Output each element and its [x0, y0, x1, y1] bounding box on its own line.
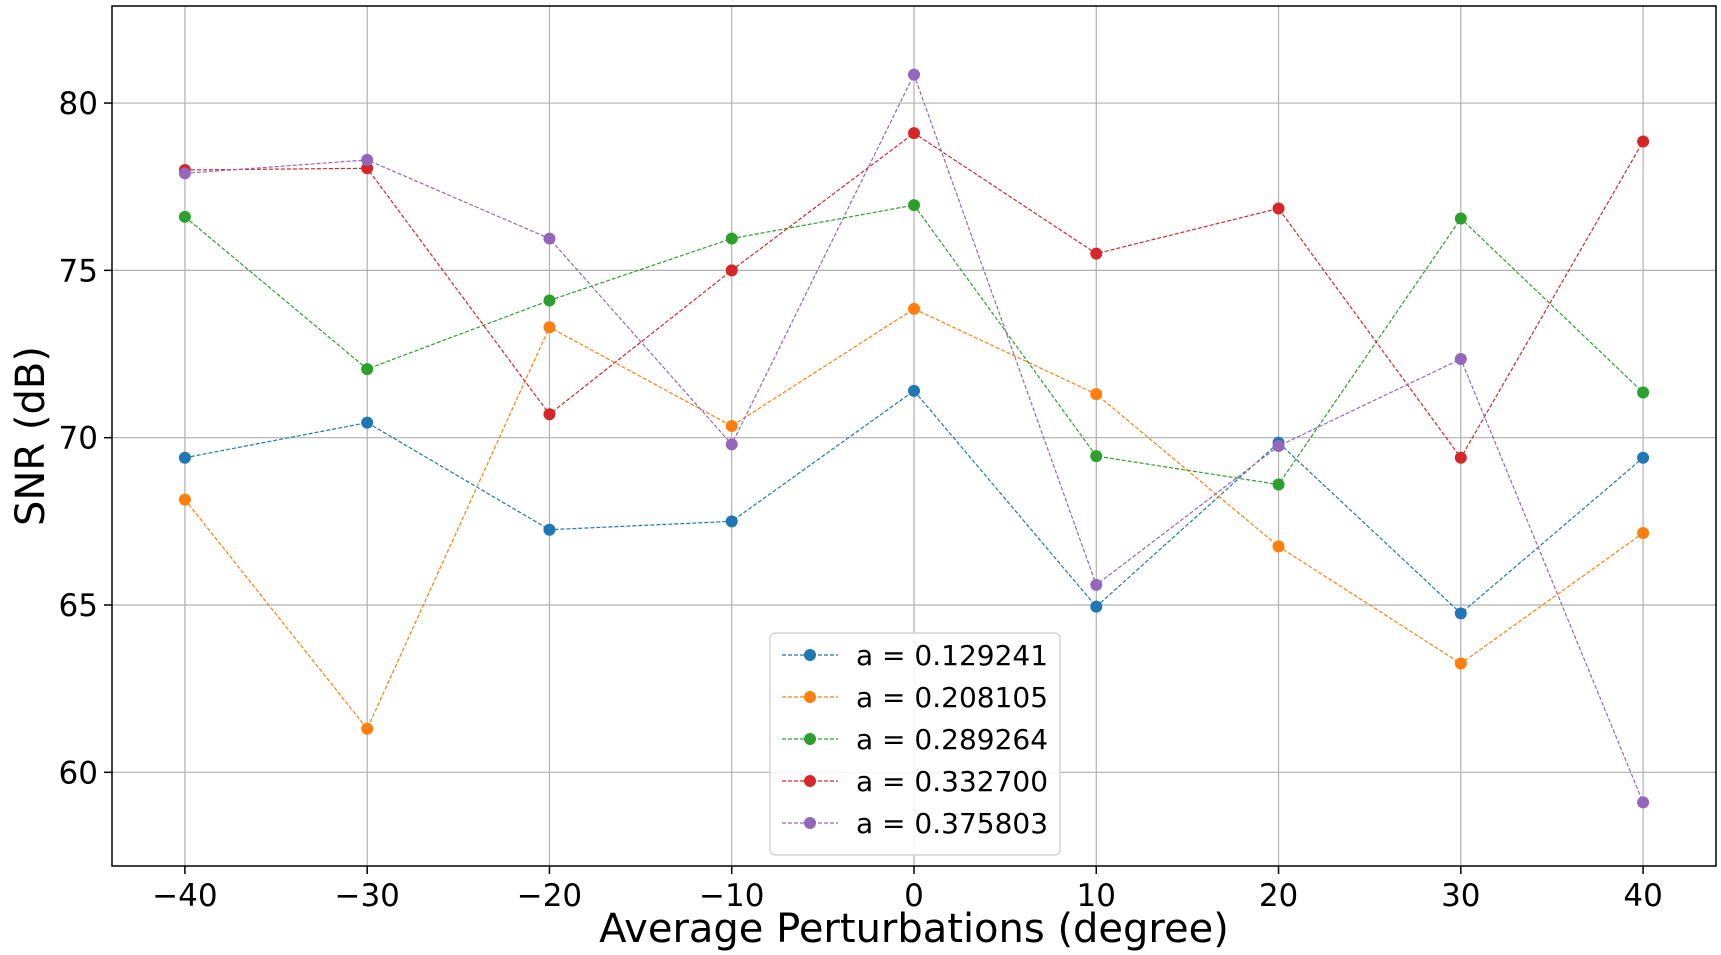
data-point: [543, 321, 556, 334]
x-tick-label: 10: [1077, 878, 1116, 914]
legend-marker: [804, 691, 816, 703]
x-tick-label: −10: [699, 878, 764, 914]
data-point: [725, 232, 738, 245]
data-point: [908, 199, 920, 212]
y-tick-label: 70: [59, 421, 98, 457]
data-point: [1090, 247, 1103, 260]
legend-marker: [804, 649, 816, 661]
grid: [112, 6, 1716, 866]
data-point: [1090, 578, 1103, 591]
data-point: [1454, 657, 1467, 670]
data-point: [1272, 440, 1285, 453]
data-point: [1637, 451, 1650, 464]
series-3: [178, 199, 1650, 491]
series-line: [184, 308, 1644, 730]
legend-label: a = 0.375803: [856, 807, 1048, 840]
series-4: [178, 127, 1650, 464]
data-point: [361, 363, 374, 376]
data-point: [543, 408, 556, 421]
data-point: [1272, 478, 1285, 491]
data-point: [908, 127, 920, 140]
x-tick-label: −30: [334, 878, 399, 914]
legend: a = 0.129241 a = 0.208105 a = 0.289264 a = …: [769, 632, 1061, 856]
legend-label: a = 0.129241: [856, 639, 1048, 672]
data-point: [1637, 796, 1650, 809]
data-point: [178, 493, 191, 506]
series-5: [178, 68, 1650, 809]
data-point: [908, 384, 920, 397]
data-point: [725, 419, 738, 432]
data-point: [1454, 212, 1467, 225]
y-tick-label: 60: [59, 755, 98, 791]
legend-item: a = 0.375803: [782, 807, 1048, 840]
legend-item: a = 0.129241: [782, 639, 1048, 672]
data-point: [725, 438, 738, 451]
y-tick-label: 75: [59, 253, 98, 289]
data-point: [1090, 450, 1103, 463]
x-tick-label: 30: [1441, 878, 1480, 914]
data-point: [1637, 386, 1650, 399]
data-point: [908, 302, 920, 315]
data-point: [1637, 527, 1650, 540]
x-axis-label: Average Perturbations (degree): [599, 906, 1229, 952]
data-point: [1637, 135, 1650, 148]
y-axis-label: SNR (dB): [8, 346, 54, 526]
legend-item: a = 0.289264: [782, 723, 1048, 756]
series-lines: [178, 68, 1650, 809]
data-point: [1272, 540, 1285, 553]
legend-box: [769, 632, 1061, 856]
data-point: [725, 515, 738, 528]
data-point: [361, 153, 374, 166]
x-tick-label: 20: [1259, 878, 1298, 914]
data-point: [543, 294, 556, 307]
data-point: [361, 162, 374, 175]
series-2: [178, 302, 1650, 735]
data-point: [543, 232, 556, 245]
data-point: [1454, 607, 1467, 620]
y-tick-label: 65: [59, 588, 98, 624]
data-point: [1454, 353, 1467, 366]
data-point: [543, 523, 556, 536]
data-point: [178, 167, 191, 180]
legend-label: a = 0.208105: [856, 681, 1048, 714]
x-tick-label: 0: [904, 878, 924, 914]
data-point: [725, 264, 738, 277]
data-point: [1454, 451, 1467, 464]
data-point: [1272, 202, 1285, 215]
x-tick-label: −40: [152, 878, 217, 914]
legend-marker: [804, 817, 816, 829]
data-point: [908, 68, 920, 81]
legend-item: a = 0.208105: [782, 681, 1048, 714]
y-tick-label: 80: [59, 86, 98, 122]
data-point: [1090, 388, 1103, 401]
x-tick-label: −20: [517, 878, 582, 914]
x-tick-label: 40: [1623, 878, 1662, 914]
data-point: [361, 722, 374, 735]
data-point: [361, 416, 374, 429]
legend-label: a = 0.289264: [856, 723, 1048, 756]
data-point: [178, 210, 191, 223]
axis-ticks: −40 −30 −20 −10 0 10 20 30 40 60 65 70 75 80: [59, 86, 1663, 914]
data-point: [1090, 600, 1103, 613]
legend-item: a = 0.332700: [782, 765, 1048, 798]
legend-label: a = 0.332700: [856, 765, 1048, 798]
legend-marker: [804, 775, 816, 787]
data-point: [178, 451, 191, 464]
legend-marker: [804, 733, 816, 745]
series-line: [184, 390, 1644, 615]
